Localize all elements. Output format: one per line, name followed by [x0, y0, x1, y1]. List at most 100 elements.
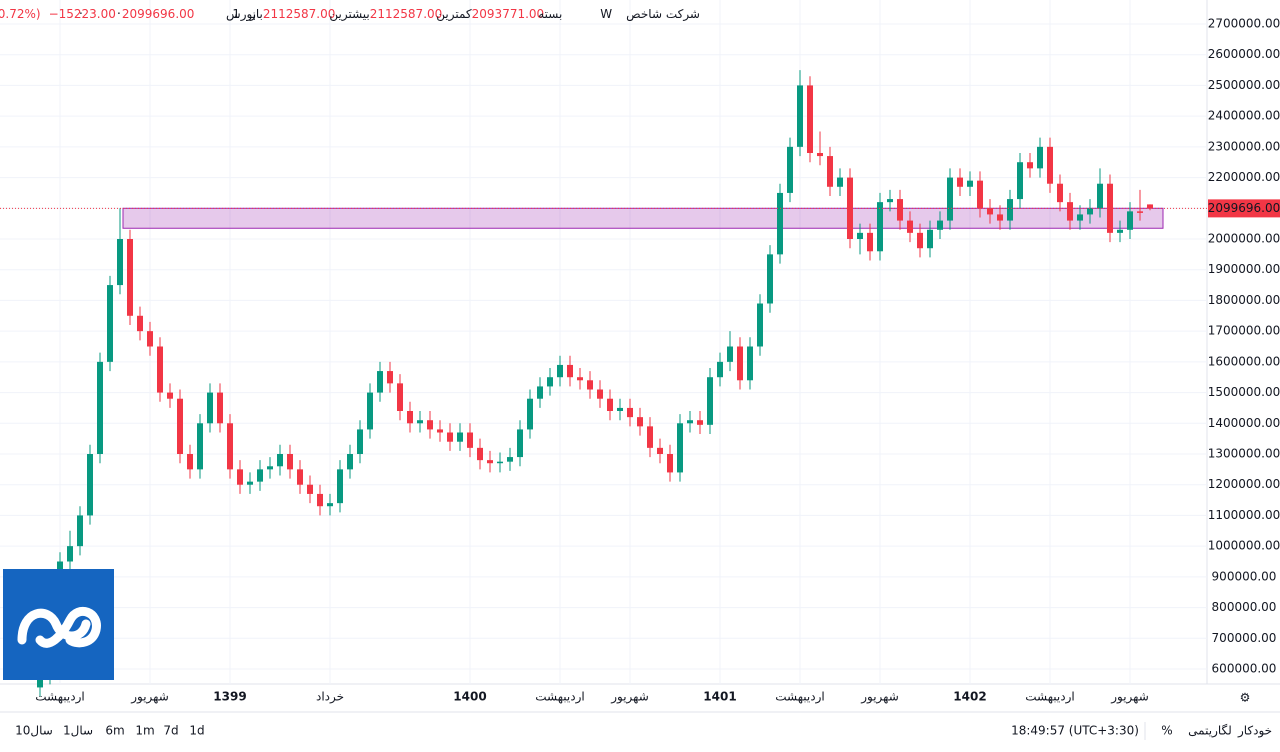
- candle-body: [787, 146, 793, 193]
- y-tick-label: 900000.00: [1212, 569, 1277, 583]
- candle-body: [337, 469, 343, 504]
- x-tick-label: شهریور: [1110, 690, 1149, 705]
- settings-icon[interactable]: ⚙: [1240, 691, 1251, 705]
- candle-body: [77, 515, 83, 547]
- range-button[interactable]: 10سال: [15, 724, 53, 738]
- candle-body: [747, 346, 753, 381]
- y-tick-label: 1200000.00: [1208, 477, 1280, 491]
- x-tick-label: اردیبهشت: [535, 690, 584, 705]
- candle-body: [247, 481, 253, 485]
- candle-body: [837, 177, 843, 187]
- candle-body: [607, 398, 613, 411]
- y-tick-label: 1300000.00: [1208, 447, 1280, 461]
- candle-body: [427, 420, 433, 430]
- candle-body: [97, 361, 103, 454]
- candle-body: [867, 232, 873, 252]
- candle-body: [797, 85, 803, 147]
- candle-body: [857, 232, 863, 239]
- candle-body: [507, 457, 513, 462]
- y-tick-label: 2200000.00: [1208, 170, 1280, 184]
- candle-body: [937, 220, 943, 230]
- candle-body: [107, 285, 113, 362]
- candle-body: [407, 411, 413, 424]
- ohlc-label: بیشترین: [329, 7, 369, 22]
- candle-body: [307, 484, 313, 494]
- candle-body: [67, 546, 73, 562]
- candle-body: [477, 447, 483, 461]
- candle-body: [957, 177, 963, 187]
- candle-body: [967, 180, 973, 187]
- sep: ·: [79, 7, 83, 21]
- candle-body: [127, 239, 133, 316]
- logo: [3, 569, 114, 680]
- candle-body: [497, 461, 503, 464]
- candle-body: [467, 432, 473, 448]
- candle-body: [997, 214, 1003, 221]
- header-exchange: بورس: [226, 7, 256, 22]
- x-tick-label: اردیبهشت: [1025, 690, 1074, 705]
- y-tick-label: 1700000.00: [1208, 324, 1280, 338]
- range-button[interactable]: 7d: [163, 724, 178, 738]
- auto-button[interactable]: خودکار: [1237, 724, 1272, 739]
- y-tick-label: 2300000.00: [1208, 139, 1280, 153]
- candle-body: [317, 493, 323, 507]
- x-tick-label: اردیبهشت: [775, 690, 824, 705]
- candle-body: [777, 192, 783, 255]
- header-change: −15223.00: [49, 7, 116, 21]
- range-button[interactable]: 1m: [135, 724, 154, 738]
- x-tick-label: خرداد: [316, 690, 344, 705]
- candle-body: [297, 469, 303, 485]
- candle-body: [87, 454, 93, 516]
- candle-body: [637, 417, 643, 427]
- candle-body: [627, 407, 633, 418]
- candle-body: [287, 454, 293, 470]
- candle-body: [137, 315, 143, 332]
- y-tick-label: 600000.00: [1212, 662, 1277, 676]
- candle-body: [157, 346, 163, 393]
- candle-body: [697, 420, 703, 425]
- candle-body: [897, 199, 903, 221]
- ohlc-label: باز: [249, 7, 263, 22]
- x-tick-label: 1401: [703, 690, 736, 704]
- candle-body: [687, 420, 693, 424]
- candle-body: [757, 303, 763, 347]
- candle-body: [907, 220, 913, 233]
- candle-body: [1037, 146, 1043, 169]
- candle-body: [487, 460, 493, 464]
- candle-body: [1007, 199, 1013, 221]
- candle-body: [877, 202, 883, 252]
- candle-body: [547, 377, 553, 387]
- candle-body: [887, 199, 893, 203]
- candle-body: [377, 371, 383, 393]
- candle-body: [1097, 183, 1103, 209]
- ohlc-value: 2099696.00: [122, 7, 195, 21]
- candle-body: [207, 392, 213, 424]
- candle-body: [267, 466, 273, 470]
- x-tick-label: 1402: [953, 690, 986, 704]
- ohlc-value: 2112587.00: [263, 7, 336, 21]
- x-tick-label: شهریور: [860, 690, 899, 705]
- log-button[interactable]: لگاریتمی: [1188, 724, 1232, 739]
- candle-body: [727, 346, 733, 362]
- candle-body: [1077, 214, 1083, 221]
- candle-body: [437, 429, 443, 433]
- candle-body: [817, 153, 823, 157]
- candle-body: [927, 229, 933, 249]
- candle-body: [217, 392, 223, 424]
- candle-body: [397, 383, 403, 411]
- candle-body: [667, 454, 673, 473]
- candle-body: [767, 254, 773, 304]
- range-button[interactable]: 1سال: [63, 724, 93, 738]
- candle-body: [977, 180, 983, 209]
- candle-body: [647, 426, 653, 448]
- candle-body: [367, 392, 373, 430]
- candle-body: [1017, 162, 1023, 200]
- sep: ·: [117, 7, 121, 21]
- range-button[interactable]: 6m: [105, 724, 124, 738]
- candle-body: [1047, 146, 1053, 184]
- range-button[interactable]: 1d: [189, 724, 204, 738]
- percent-button[interactable]: %: [1161, 724, 1172, 738]
- candle-body: [1127, 211, 1133, 230]
- candle-body: [227, 423, 233, 470]
